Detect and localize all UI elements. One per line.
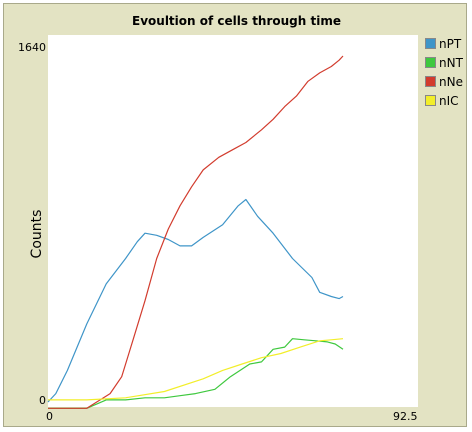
legend-swatch-nnt xyxy=(425,57,436,68)
legend-label-nnt: nNT xyxy=(439,55,463,70)
series-line-nnt xyxy=(48,338,344,409)
chart-title: Evoultion of cells through time xyxy=(132,14,341,28)
legend-item-npt: nPT xyxy=(425,34,463,53)
series-line-nne xyxy=(48,55,344,409)
y-axis-max-label: 1640 xyxy=(18,41,46,54)
x-axis-max-label: 92.5 xyxy=(393,410,418,423)
legend-swatch-nne xyxy=(425,76,436,87)
legend-swatch-nic xyxy=(425,95,436,106)
legend-item-nic: nIC xyxy=(425,91,463,110)
x-axis-min-label: 0 xyxy=(46,410,53,423)
legend-swatch-npt xyxy=(425,38,436,49)
legend-label-npt: nPT xyxy=(439,36,462,51)
legend-item-nnt: nNT xyxy=(425,53,463,72)
legend-label-nne: nNe xyxy=(439,74,463,89)
legend-item-nne: nNe xyxy=(425,72,463,91)
y-axis-min-label: 0 xyxy=(39,394,46,407)
series-line-nic xyxy=(48,338,344,401)
chart-frame: Evoultion of cells through time 1640 0 0… xyxy=(3,3,467,427)
legend-label-nic: nIC xyxy=(439,93,459,108)
plot-area xyxy=(48,35,418,407)
legend: nPT nNT nNe nIC xyxy=(425,34,463,110)
series-layer xyxy=(47,55,344,409)
series-line-npt xyxy=(47,198,344,403)
